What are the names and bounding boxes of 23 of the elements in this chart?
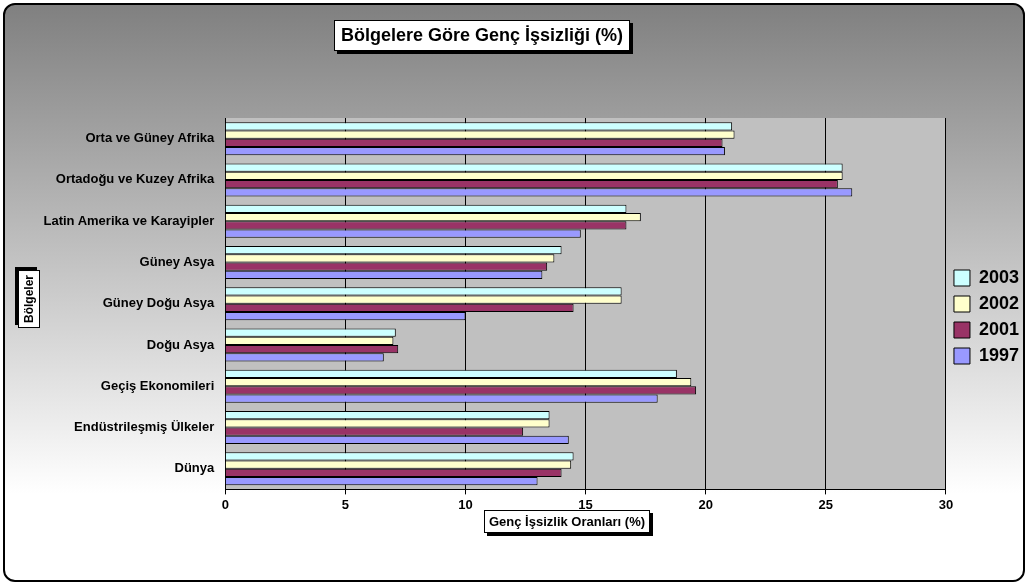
y-tick-label: Ortadoğu ve Kuzey Afrika	[55, 171, 216, 187]
y-tick-label: Dünya	[174, 460, 216, 476]
y-tick-label: Latin Amerika ve Karayipler	[43, 212, 215, 228]
chart-title: Bölgelere Göre Genç İşsizliği (%)	[334, 20, 631, 51]
x-tick-label: 15	[578, 496, 593, 512]
y-tick-label: Güney Asya	[139, 254, 216, 270]
y-tick-label: Doğu Asya	[146, 336, 216, 352]
y-tick-label: Endüstrileşmiş Ülkeler	[74, 419, 215, 435]
x-tick-label: 20	[698, 496, 713, 512]
legend-label: 2003	[978, 266, 1019, 287]
x-tick-label: 25	[818, 496, 834, 512]
x-tick-label: 30	[938, 496, 954, 512]
y-tick-label: Orta ve Güney Afrika	[85, 130, 215, 146]
x-tick-label: 10	[458, 496, 473, 512]
legend-label: 2001	[978, 318, 1019, 339]
legend-label: 2002	[978, 292, 1019, 313]
x-tick-label: 0	[221, 496, 229, 512]
legend-label: 1997	[978, 344, 1019, 365]
y-tick-label: Geçiş Ekonomileri	[100, 377, 215, 393]
x-tick-label: 5	[341, 496, 349, 512]
y-axis-title: Bölgeler	[18, 270, 40, 329]
y-tick-label: Güney Doğu Asya	[102, 295, 216, 311]
x-axis-title: Genç İşsizlik Oranları (%)	[484, 510, 651, 533]
